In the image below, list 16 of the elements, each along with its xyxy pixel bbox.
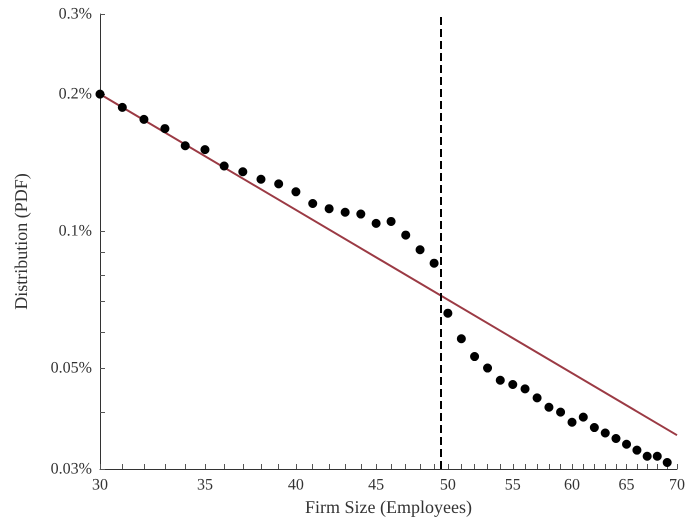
y-tick-label: 0.1% <box>58 222 92 240</box>
x-tick-label: 70 <box>669 476 685 494</box>
y-axis-title: Distribution (PDF) <box>11 173 31 310</box>
y-tick-label: 0.2% <box>58 86 92 103</box>
x-tick-label: 50 <box>440 476 456 494</box>
x-tick-label: 65 <box>618 476 635 494</box>
y-tick-label: 0.3% <box>58 6 92 22</box>
y-tick-label: 0.03% <box>50 460 92 478</box>
x-axis-title: Firm Size (Employees) <box>305 496 472 517</box>
x-tick-label: 55 <box>504 476 521 494</box>
x-tick-label: 40 <box>288 476 304 494</box>
x-tick-label: 45 <box>368 476 384 494</box>
x-tick-label: 60 <box>564 476 580 494</box>
x-tick-label: 30 <box>92 476 108 494</box>
x-tick-label: 35 <box>196 476 213 494</box>
y-tick-label: 0.05% <box>50 360 92 377</box>
